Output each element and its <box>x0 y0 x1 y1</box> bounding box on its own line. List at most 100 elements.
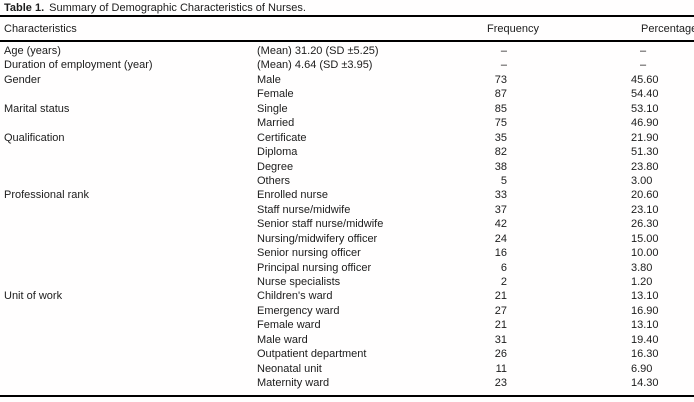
percentage-cell: 10.00 <box>631 247 659 260</box>
characteristic-cell: Marital status <box>4 102 70 115</box>
category-cell: Others <box>257 174 291 187</box>
table-row: Age (years) (Mean) 31.20 (SD ±5.25) – – <box>0 44 694 58</box>
table-bottom-rule <box>0 394 694 397</box>
table-row: Maternity ward 23 14.30 <box>0 376 694 390</box>
percentage-cell: 3.00 <box>631 174 653 187</box>
frequency-cell: 6 <box>500 261 507 274</box>
characteristic-cell: Duration of employment (year) <box>4 59 153 72</box>
frequency-cell: 16 <box>494 247 507 260</box>
column-header-frequency: Frequency <box>487 22 539 35</box>
table-row: Nursing/midwifery officer 24 15.00 <box>0 232 694 246</box>
table-top-rule <box>0 15 694 17</box>
percentage-cell: 16.90 <box>631 304 659 317</box>
table-row: Nurse specialists 2 1.20 <box>0 275 694 289</box>
table-row: Diploma 82 51.30 <box>0 145 694 159</box>
category-cell: Diploma <box>257 146 298 159</box>
percentage-cell: 54.40 <box>631 88 659 101</box>
frequency-cell: 26 <box>494 348 507 361</box>
category-cell: (Mean) 4.64 (SD ±3.95) <box>257 59 373 72</box>
category-cell: Certificate <box>257 131 307 144</box>
category-cell: Enrolled nurse <box>257 189 328 202</box>
table-row: Emergency ward 27 16.90 <box>0 304 694 318</box>
table-row: Male ward 31 19.40 <box>0 333 694 347</box>
table-row: Married 75 46.90 <box>0 116 694 130</box>
percentage-cell: 20.60 <box>631 189 659 202</box>
percentage-cell: – <box>640 45 647 57</box>
frequency-cell: 35 <box>494 131 507 144</box>
category-cell: Single <box>257 102 288 115</box>
frequency-cell: 21 <box>494 319 507 332</box>
table-header-rule <box>0 40 694 42</box>
frequency-cell: 24 <box>494 232 507 245</box>
percentage-cell: 1.20 <box>631 276 653 288</box>
percentage-cell: 53.10 <box>631 102 659 115</box>
characteristic-cell: Professional rank <box>4 189 89 202</box>
category-cell: Outpatient department <box>257 348 367 361</box>
category-cell: Female <box>257 88 294 101</box>
frequency-cell: 37 <box>494 203 507 216</box>
category-cell: Male ward <box>257 333 308 346</box>
percentage-cell: 23.10 <box>631 203 659 216</box>
frequency-cell: – <box>500 59 507 72</box>
table-row: Neonatal unit 11 6.90 <box>0 362 694 376</box>
percentage-cell: 19.40 <box>631 333 659 346</box>
characteristic-cell: Unit of work <box>4 290 63 303</box>
percentage-cell: 13.10 <box>631 290 659 303</box>
table-row: Principal nursing officer 6 3.80 <box>0 261 694 275</box>
table-row: Female 87 54.40 <box>0 87 694 101</box>
category-cell: Female ward <box>257 319 321 332</box>
table-number-label: Table 1. <box>4 2 45 14</box>
table-row: Female ward 21 13.10 <box>0 318 694 332</box>
category-cell: Maternity ward <box>257 377 330 390</box>
percentage-cell: 26.30 <box>631 218 659 231</box>
category-cell: Senior staff nurse/midwife <box>257 218 384 231</box>
percentage-cell: 14.30 <box>631 377 659 390</box>
table-row: Qualification Certificate 35 21.90 <box>0 131 694 145</box>
frequency-cell: 11 <box>495 362 507 375</box>
characteristic-cell: Gender <box>4 73 41 86</box>
category-cell: Married <box>257 117 295 130</box>
category-cell: Senior nursing officer <box>257 247 361 260</box>
category-cell: Neonatal unit <box>257 362 322 375</box>
table-row: Outpatient department 26 16.30 <box>0 347 694 361</box>
table-row: Senior staff nurse/midwife 42 26.30 <box>0 217 694 231</box>
percentage-cell: 21.90 <box>631 131 659 144</box>
frequency-cell: 27 <box>494 304 507 317</box>
table-row: Duration of employment (year) (Mean) 4.6… <box>0 58 694 72</box>
percentage-cell: 3.80 <box>631 261 653 274</box>
frequency-cell: 21 <box>494 290 507 303</box>
table-row: Gender Male 73 45.60 <box>0 73 694 87</box>
frequency-cell: 73 <box>494 73 507 86</box>
percentage-cell: 46.90 <box>631 117 659 130</box>
table-caption: Table 1. Summary of Demographic Character… <box>0 0 694 15</box>
frequency-cell: 5 <box>500 174 507 187</box>
category-cell: Principal nursing officer <box>257 261 372 274</box>
frequency-cell: 42 <box>494 218 507 231</box>
frequency-cell: 31 <box>494 333 507 346</box>
category-cell: (Mean) 31.20 (SD ±5.25) <box>257 45 379 57</box>
column-header-characteristics: Characteristics <box>4 22 77 35</box>
table-row: Staff nurse/midwife 37 23.10 <box>0 203 694 217</box>
table-row: Others 5 3.00 <box>0 174 694 188</box>
table-body: Age (years) (Mean) 31.20 (SD ±5.25) – – … <box>0 42 694 395</box>
table-row: Degree 38 23.80 <box>0 160 694 174</box>
table-row: Professional rank Enrolled nurse 33 20.6… <box>0 188 694 202</box>
category-cell: Degree <box>257 160 294 173</box>
frequency-cell: 82 <box>494 146 507 159</box>
percentage-cell: 51.30 <box>631 146 659 159</box>
percentage-cell: 45.60 <box>631 73 659 86</box>
table-row: Unit of work Children's ward 21 13.10 <box>0 289 694 303</box>
percentage-cell: 15.00 <box>631 232 659 245</box>
frequency-cell: 23 <box>494 377 507 390</box>
percentage-cell: – <box>640 59 647 72</box>
table-row: Marital status Single 85 53.10 <box>0 102 694 116</box>
frequency-cell: 85 <box>494 102 507 115</box>
percentage-cell: 23.80 <box>631 160 659 173</box>
table-title-text: Summary of Demographic Characteristics o… <box>49 2 306 14</box>
table-header-row: Characteristics Frequency Percentage <box>0 17 694 40</box>
percentage-cell: 6.90 <box>631 362 653 375</box>
category-cell: Emergency ward <box>257 304 340 317</box>
frequency-cell: 75 <box>494 117 507 130</box>
category-cell: Male <box>257 73 281 86</box>
